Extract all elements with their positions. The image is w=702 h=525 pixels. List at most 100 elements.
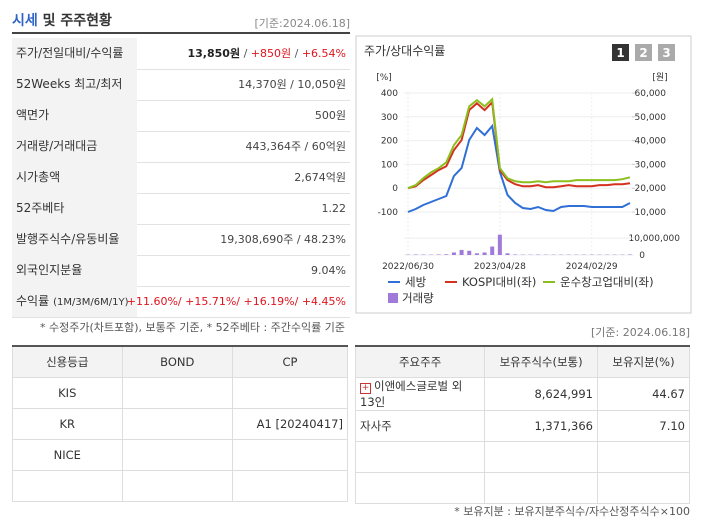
table-cell: NICE [12,439,123,471]
y2-tick-label: 40,000 [635,137,667,147]
volume-bar [451,252,456,255]
label-text: 52Weeks 최고/최저 [16,77,123,91]
value-text: +850원 [250,47,292,60]
row-label: 발행주식수/유동비율 [12,224,137,255]
market-row: 52Weeks 최고/최저 14,370원 / 10,050원 [12,69,350,101]
row-value: 19,308,690주 / 48.23% [220,224,346,255]
value-text: 9.04% [311,264,346,277]
date: [기준:2024.06.18] [254,17,350,30]
footnote: * 보유지분 : 보유지분주식수/자수산정주식수×100 [454,505,690,518]
table-row [12,470,348,502]
table-cell [232,439,348,471]
row-value: 9.04% [311,255,346,286]
table-cell [596,472,691,504]
value-text: / [291,47,302,60]
button-label: 1 [616,46,624,60]
volume-bar [482,252,487,255]
series-line [407,123,631,213]
y2-tick-label: 50,000 [635,113,667,123]
table-cell: A1 [20240417] [232,408,348,440]
market-row: 시가총액 2,674억원 [12,162,350,194]
label-text: 외국인지분율 [16,263,83,277]
y-tick-label: 0 [392,184,398,194]
volume-bar [467,250,472,255]
label-text: 주가/전일대비/수익률 [16,46,124,60]
header-row: 주요주주 보유주식수(보통) 보유지분(%) [354,345,691,378]
market-row: 발행주식수/유동비율 19,308,690주 / 48.23% [12,224,350,256]
table-cell: KR [12,408,123,440]
label-text: (1M/3M/6M/1Y) [53,297,129,308]
legend-swatch [388,293,398,303]
table-cell [484,441,598,473]
title-rest: 및 주주현황 [42,13,112,29]
table-row: KR A1 [20240417] [12,408,348,440]
value-text: / [240,47,251,60]
volume-tick-label: 0 [639,251,645,261]
label-text: 발행주식수/유동비율 [16,232,120,246]
table-cell: 44.67 [596,377,691,411]
chart-button[interactable] [635,44,652,61]
y2-tick-label: 60,000 [635,89,667,99]
cell-text: KIS [58,386,77,400]
table-cell: 7.10 [596,410,691,442]
series-line [407,100,631,190]
series-line [407,97,631,190]
header-cell: 주요주주 [354,345,486,378]
expand-icon[interactable]: + [360,383,371,394]
y-tick-label: -100 [378,208,399,218]
volume-bar [628,254,632,255]
volume-bar [459,249,464,255]
row-value: 2,674억원 [294,162,346,193]
button-label: 3 [662,46,670,60]
row-label: 액면가 [12,100,137,131]
chart-button[interactable] [612,44,629,61]
y-unit: [%] [376,73,392,83]
table-cell [12,470,123,502]
cell-text: 자사주 [360,419,392,433]
table-row [354,472,691,504]
table-cell [596,441,691,473]
y2-tick-label: 10,000 [635,208,667,218]
row-label: 주가/전일대비/수익률 [12,38,137,69]
cell-text: 7.10 [659,419,685,433]
cell-text: 1,371,366 [534,419,593,433]
y-tick-label: 100 [381,160,398,170]
row-value: 1.22 [322,193,347,224]
table-cell [232,377,348,409]
table-cell [121,470,234,502]
volume-bar [474,253,479,255]
table-cell: 8,624,991 [484,377,598,411]
header-cell: 보유지분(%) [596,345,691,378]
chart-button[interactable] [658,44,675,61]
value-text: 13,850원 [187,47,241,60]
table-cell [354,472,486,504]
market-row: 액면가 500원 [12,100,350,132]
rule [12,32,350,34]
market-row: 주가/전일대비/수익률 13,850원 / +850원 / +6.54% [12,38,350,70]
table-row: KIS [12,377,348,409]
volume-bar [436,254,441,255]
credit-table: 신용등급 BOND CP KIS KR A1 [20240417] NICE [12,345,348,502]
row-label: 거래량/거래대금 [12,131,137,162]
volume-bar [490,246,495,255]
table-row [354,441,691,473]
table-cell [121,408,234,440]
table-row: 자사주 1,371,366 7.10 [354,410,691,442]
value-text: 500원 [314,109,346,122]
value-text: 14,370원 / 10,050원 [238,78,346,91]
label-text: 액면가 [16,108,50,122]
market-row: 수익률 (1M/3M/6M/1Y) +11.60%/ +15.71%/ +16.19… [12,286,350,318]
title: 시세 및 주주현황 [12,10,112,30]
volume-bar [505,253,510,255]
table-row: NICE [12,439,348,471]
y2-tick-label: 30,000 [635,160,667,170]
x-tick-label: 2024/02/29 [566,262,618,272]
table-cell: 1,371,366 [484,410,598,442]
date: [기준: 2024.06.18] [590,326,690,339]
cell-text: NICE [53,448,81,462]
table-row: + 이앤에스글로벌 외 13인 8,624,991 44.67 [354,377,691,411]
row-value: 443,364주 / 60억원 [245,131,346,162]
y2-unit: [원] [652,72,667,83]
row-value: 14,370원 / 10,050원 [238,69,346,100]
